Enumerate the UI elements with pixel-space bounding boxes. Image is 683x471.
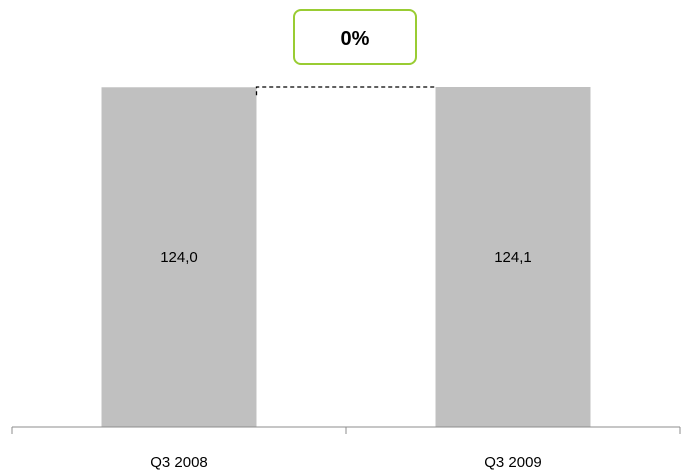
bars-layer [101,87,591,427]
change-badge [293,9,417,65]
ticks-layer [11,427,681,434]
x-tick-label-2: Q3 2009 [484,454,542,471]
change-badge-label: 0% [341,28,370,50]
bar-1 [101,87,257,427]
bar-labels-layer: 124,0 124,1 [160,249,532,266]
x-tick-label-1: Q3 2008 [150,454,208,471]
bar-value-label-2: 124,1 [494,249,532,266]
bar-2 [435,87,591,427]
change-connector-line [255,86,436,96]
bar-value-label-1: 124,0 [160,249,198,266]
tick-labels-layer: Q3 2008 Q3 2009 [150,454,542,471]
